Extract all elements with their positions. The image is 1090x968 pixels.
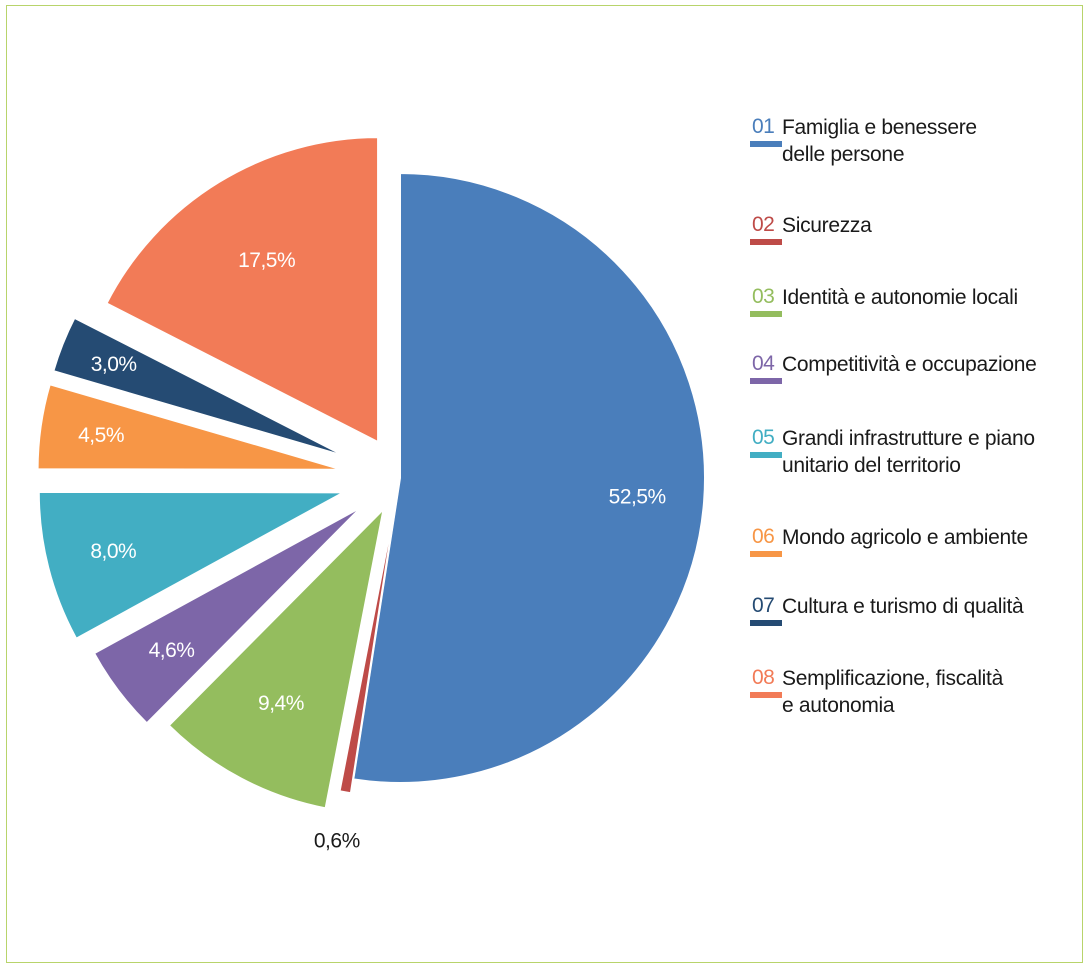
slice-label-05: 8,0% xyxy=(90,540,136,563)
pie-slice-05 xyxy=(37,490,345,641)
slice-label-03: 9,4% xyxy=(258,692,304,715)
pie-slice-03 xyxy=(167,505,386,810)
slice-label-04: 4,6% xyxy=(149,639,195,662)
pie-slice-08 xyxy=(105,136,380,444)
pie-slice-04 xyxy=(92,505,363,725)
slice-label-06: 4,5% xyxy=(78,424,124,447)
slice-label-07: 3,0% xyxy=(91,353,137,376)
pie-slice-01 xyxy=(352,171,706,784)
slice-label-08: 17,5% xyxy=(238,249,295,272)
pie-slice-06 xyxy=(36,383,343,471)
pie-slice-07 xyxy=(52,316,347,458)
pie-slice-02 xyxy=(338,491,399,795)
slice-label-01: 52,5% xyxy=(609,485,666,508)
slice-label-02: 0,6% xyxy=(314,829,360,852)
